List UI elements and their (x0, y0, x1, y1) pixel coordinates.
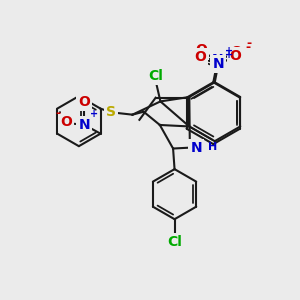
Text: Cl: Cl (148, 69, 164, 83)
Text: -: - (56, 107, 61, 120)
Text: N: N (212, 57, 224, 71)
Text: -: - (246, 37, 251, 50)
Text: Cl: Cl (167, 235, 182, 249)
Text: N: N (190, 141, 202, 154)
Text: O: O (78, 95, 90, 109)
Text: H: H (208, 142, 217, 152)
Text: O: O (194, 50, 206, 64)
Text: O: O (230, 45, 242, 59)
Text: N: N (79, 118, 90, 132)
Text: -: - (245, 41, 250, 54)
Text: +: + (225, 50, 233, 59)
Text: +: + (90, 110, 98, 119)
Text: N: N (212, 53, 224, 67)
Text: O: O (195, 44, 207, 58)
Text: O: O (60, 115, 72, 129)
Text: O: O (230, 49, 241, 63)
Text: S: S (106, 105, 116, 119)
Text: +: + (225, 46, 233, 56)
